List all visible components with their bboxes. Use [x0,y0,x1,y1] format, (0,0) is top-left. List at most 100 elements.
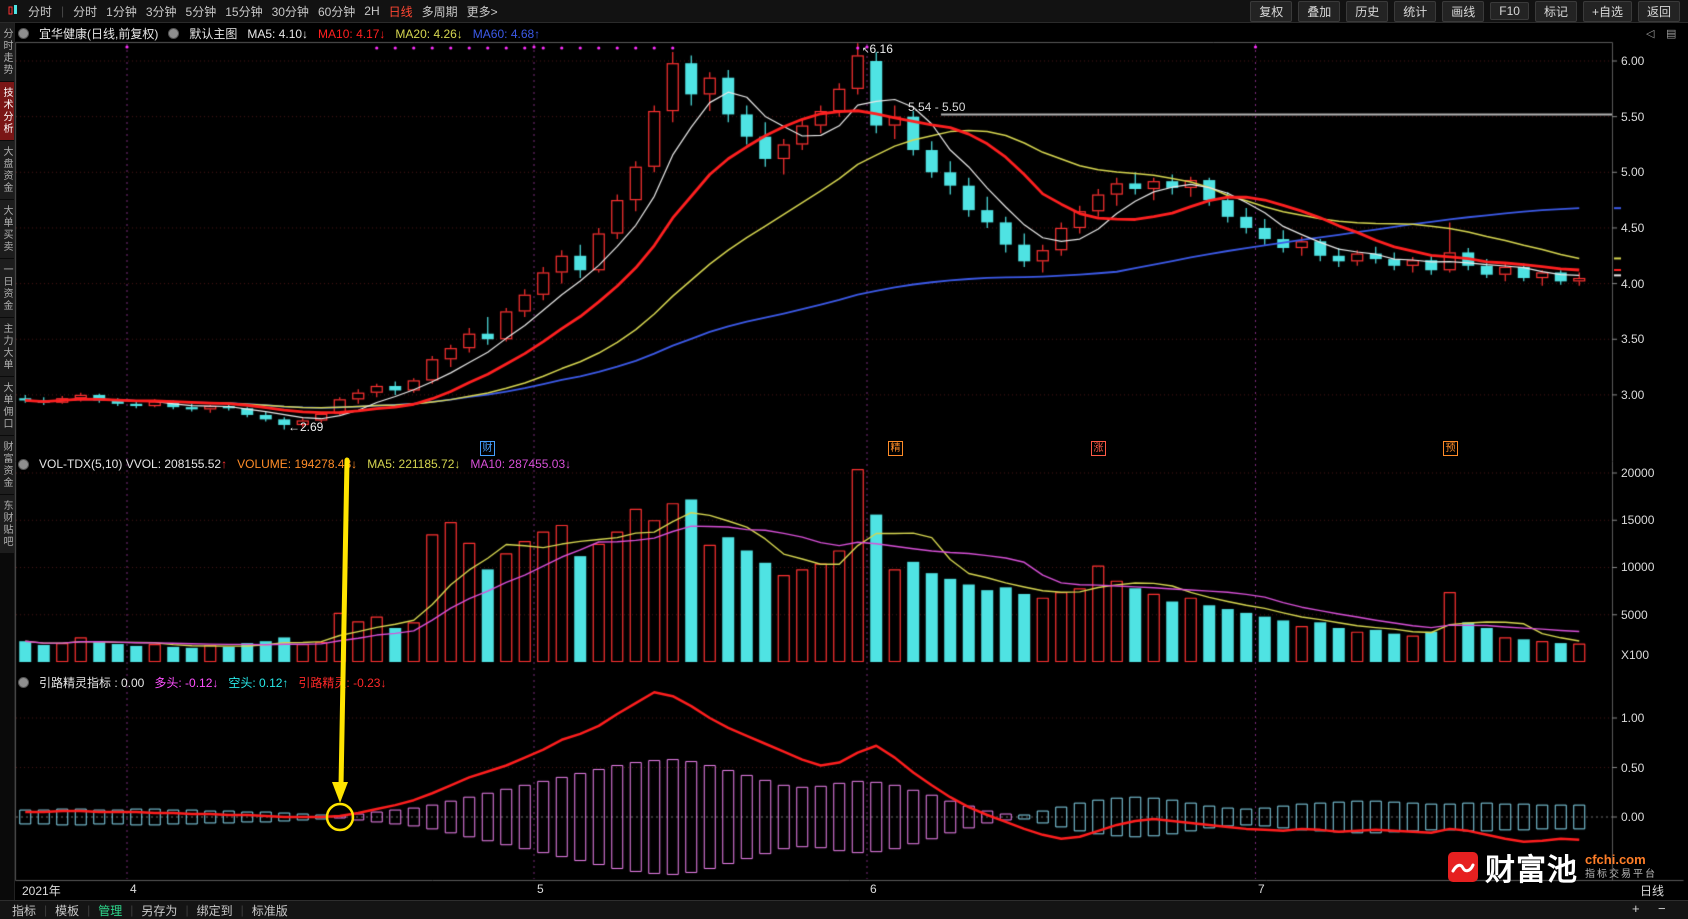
event-flag-surge[interactable]: 涨 [1091,441,1106,456]
mark-button[interactable]: 标记 [1534,0,1577,22]
toolbar-separator: | [61,4,65,18]
back-button[interactable]: 返回 [1637,0,1680,22]
period-1min[interactable]: 1分钟 [106,4,137,19]
tab-manage[interactable]: 管理 [98,903,123,918]
tab-template[interactable]: 模板 [55,903,80,918]
statistics-button[interactable]: 统计 [1394,0,1437,22]
tab-bind-to[interactable]: 绑定到 [196,903,233,918]
sidebar-item-wealth-funds[interactable]: 财富资金 [0,436,14,494]
adjust-price-button[interactable]: 复权 [1250,0,1293,22]
panel-layout-icon[interactable]: ▤ [1666,28,1677,40]
month-label-7: 7 [1258,882,1265,896]
volume-axis-label: 20000 [1621,466,1655,480]
stock-toggle-icon[interactable] [18,28,29,39]
price-axis-label: 5.50 [1621,110,1645,124]
tab-standard[interactable]: 标准版 [251,903,288,918]
indicator-axis-label: 0.00 [1621,810,1645,824]
ma10-value: MA10: 4.17↓ [318,26,386,41]
indicator-bear-value: 空头: 0.12↑ [228,676,289,690]
period-more[interactable]: 更多> [466,4,498,19]
sidebar-item-technical[interactable]: 技术分析 [0,82,14,140]
month-label-4: 4 [130,882,137,896]
stock-title: 宜华健康(日线,前复权) [39,27,159,41]
period-daily[interactable]: 日线 [388,4,413,19]
watermark-brand: 财富池 [1485,854,1578,887]
collapse-right-panel-icon[interactable]: ◁ [1646,28,1655,40]
toolbar-separator: | [44,903,48,917]
sidebar-item-market-funds[interactable]: 大盘资金 [0,141,14,199]
sidebar-item-forum[interactable]: 东财贴吧 [0,495,14,553]
period-5min[interactable]: 5分钟 [185,4,217,19]
period-3min[interactable]: 3分钟 [145,4,177,19]
price-axis-label: 3.00 [1621,388,1645,402]
vvol-arrow: ↑ [221,457,228,471]
zoom-in-button[interactable]: + [1632,901,1640,916]
add-watchlist-button[interactable]: +自选 [1582,0,1632,22]
volume-axis-label: 5000 [1621,608,1648,622]
low-price-annotation: ←2.69 [288,420,324,434]
event-flag-report[interactable]: 财 [480,441,495,456]
sidebar-item-daily-funds[interactable]: 一日资金 [0,259,14,317]
period-timeshare[interactable]: 分时 [73,4,98,19]
high-marker-arrow-icon: ↖ [862,45,870,55]
volume-value: VOLUME: 194278.48↓ [237,457,358,471]
f10-button[interactable]: F10 [1490,2,1529,20]
price-axis-label: 5.00 [1621,165,1645,179]
kline-mode-icon [8,5,19,17]
year-label: 2021年 [22,884,61,898]
watermark: 财富池 cfchi.com 指标交易平台 [1448,845,1657,889]
toolbar-separator: | [130,903,134,917]
event-flag-featured[interactable]: 精 [888,441,903,456]
main-map-label: 默认主图 [189,27,238,41]
volume-pane-header: VOL-TDX(5,10) VVOL: 208155.52↑ VOLUME: 1… [18,457,571,471]
period-2h[interactable]: 2H [364,4,380,18]
sidebar-item-order-book[interactable]: 大单佣口 [0,377,14,435]
hline-price-annotation: 5.54 - 5.50 [908,100,966,114]
bottom-toolbar: 指标 | 模板 | 管理 | 另存为 | 绑定到 | 标准版 [0,900,1688,919]
top-toolbar: 分时 | 分时 1分钟 3分钟 5分钟 15分钟 30分钟 60分钟 2H 日线… [0,0,1688,23]
price-pane-header: 宜华健康(日线,前复权) 默认主图 MA5: 4.10↓ MA10: 4.17↓… [18,25,540,42]
tab-indicator[interactable]: 指标 [12,903,37,918]
main-map-toggle-icon[interactable] [168,28,180,39]
event-flag-forecast[interactable]: 预 [1443,441,1458,456]
price-axis-label: 4.50 [1621,221,1645,235]
indicator-pane-header: 引路精灵指标 : 0.00 多头: -0.12↓ 空头: 0.12↑ 引路精灵:… [18,674,386,691]
month-label-5: 5 [537,882,544,896]
tab-save-as[interactable]: 另存为 [141,903,178,918]
period-15min[interactable]: 15分钟 [225,4,263,19]
sidebar-item-main-orders[interactable]: 主力大单 [0,318,14,376]
vol-ma10-value: MA10: 287455.03↓ [470,457,572,471]
volume-toggle-icon[interactable] [18,458,29,470]
cfchi-logo-icon [1448,852,1478,882]
draw-line-button[interactable]: 画线 [1442,0,1485,22]
zoom-out-button[interactable]: − [1658,901,1666,916]
indicator-title: 引路精灵指标 : 0.00 [39,676,145,690]
ma60-value: MA60: 4.68↑ [472,26,541,41]
ma20-value: MA20: 4.26↓ [395,26,463,41]
overlay-button[interactable]: 叠加 [1298,0,1341,22]
period-60min[interactable]: 60分钟 [317,4,356,19]
period-multi[interactable]: 多周期 [421,4,458,19]
vol-title: VOL-TDX(5,10) VVOL: 208155.52↑ [39,457,228,471]
period-axis-label: 日线 [1640,884,1665,898]
indicator-axis-label: 0.50 [1621,761,1645,775]
history-button[interactable]: 历史 [1346,0,1389,22]
watermark-tagline: 指标交易平台 [1585,869,1657,880]
price-axis-label: 4.00 [1621,277,1645,291]
volume-unit-label: X100 [1621,648,1650,662]
indicator-bull-value: 多头: -0.12↓ [154,676,219,690]
volume-axis-label: 10000 [1621,560,1655,574]
price-axis-label: 6.00 [1621,54,1645,68]
watermark-domain: cfchi.com [1585,852,1646,867]
sidebar-item-big-orders[interactable]: 大单买卖 [0,200,14,258]
toolbar-separator: | [185,903,189,917]
toolbar-right-group: 复权 叠加 历史 统计 画线 F10 标记 +自选 返回 [1250,0,1680,22]
sidebar-item-timeshare[interactable]: 分时走势 [0,23,14,81]
toolbar-separator: | [87,903,91,917]
left-sidebar: 分时走势 技术分析 大盘资金 大单买卖 一日资金 主力大单 大单佣口 财富资金 … [0,23,15,919]
indicator-toggle-icon[interactable] [18,677,29,688]
mode-label[interactable]: 分时 [28,4,53,19]
period-30min[interactable]: 30分钟 [271,4,309,19]
